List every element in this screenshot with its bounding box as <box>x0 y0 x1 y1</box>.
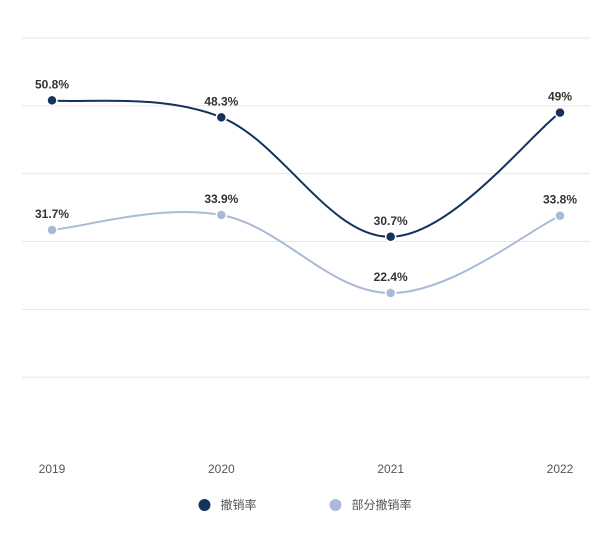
value-label-s2-0: 31.7% <box>35 207 69 221</box>
chart-svg: 50.8% 48.3% 30.7% 49% 31.7% 33.9% 22.4% 33.8% 20… <box>0 0 615 539</box>
marker-s1-0 <box>47 95 57 105</box>
legend-label-s1: 撤销率 <box>221 497 257 512</box>
marker-s2-3 <box>555 211 565 221</box>
value-label-s1-0: 50.8% <box>35 77 69 91</box>
legend-label-s2: 部分撤销率 <box>352 497 412 512</box>
marker-s2-0 <box>47 225 57 235</box>
marker-s2-1 <box>216 210 226 220</box>
x-axis-label-1: 2020 <box>208 462 235 476</box>
rate-line-chart: 50.8% 48.3% 30.7% 49% 31.7% 33.9% 22.4% 33.8% 20… <box>0 0 615 539</box>
x-axis-label-3: 2022 <box>547 462 574 476</box>
legend-marker-s2 <box>330 499 342 511</box>
value-label-s1-2: 30.7% <box>374 214 408 228</box>
marker-s2-2 <box>386 288 396 298</box>
x-axis-label-2: 2021 <box>377 462 404 476</box>
value-label-s2-2: 22.4% <box>374 270 408 284</box>
marker-s1-2 <box>386 232 396 242</box>
marker-s1-3 <box>555 108 565 118</box>
value-label-s2-1: 33.9% <box>204 192 238 206</box>
legend-marker-s1 <box>199 499 211 511</box>
value-label-s1-1: 48.3% <box>204 94 238 108</box>
marker-s1-1 <box>216 112 226 122</box>
value-label-s2-3: 33.8% <box>543 193 577 207</box>
value-label-s1-3: 49% <box>548 90 572 104</box>
x-axis-label-0: 2019 <box>39 462 66 476</box>
